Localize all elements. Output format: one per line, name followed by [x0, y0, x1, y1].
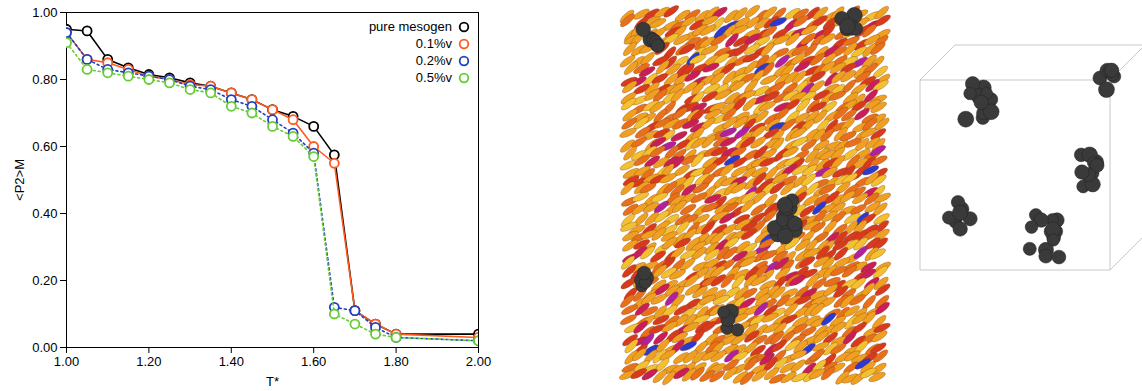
svg-text:1.80: 1.80 [383, 354, 408, 369]
svg-text:1.00: 1.00 [54, 354, 79, 369]
html-text:0.1%v: 0.1%v [415, 36, 452, 51]
html-text:0.2%v: 0.2%v [415, 53, 452, 68]
svg-text:0.40: 0.40 [32, 206, 57, 221]
svg-text:<P2>M: <P2>M [12, 159, 27, 201]
svg-text:1.20: 1.20 [136, 354, 161, 369]
svg-text:0.80: 0.80 [32, 72, 57, 87]
html-text:pure mesogen: pure mesogen [368, 19, 452, 34]
svg-text:0.20: 0.20 [32, 273, 57, 288]
svg-text:1.60: 1.60 [301, 354, 326, 369]
svg-text:1.00: 1.00 [32, 5, 57, 20]
html-text:0.5%v: 0.5%v [415, 70, 452, 85]
svg-text:T*: T* [266, 374, 279, 389]
svg-text:1.40: 1.40 [219, 354, 244, 369]
svg-text:2.00: 2.00 [466, 354, 491, 369]
svg-text:0.60: 0.60 [32, 139, 57, 154]
svg-text:0.00: 0.00 [32, 340, 57, 355]
